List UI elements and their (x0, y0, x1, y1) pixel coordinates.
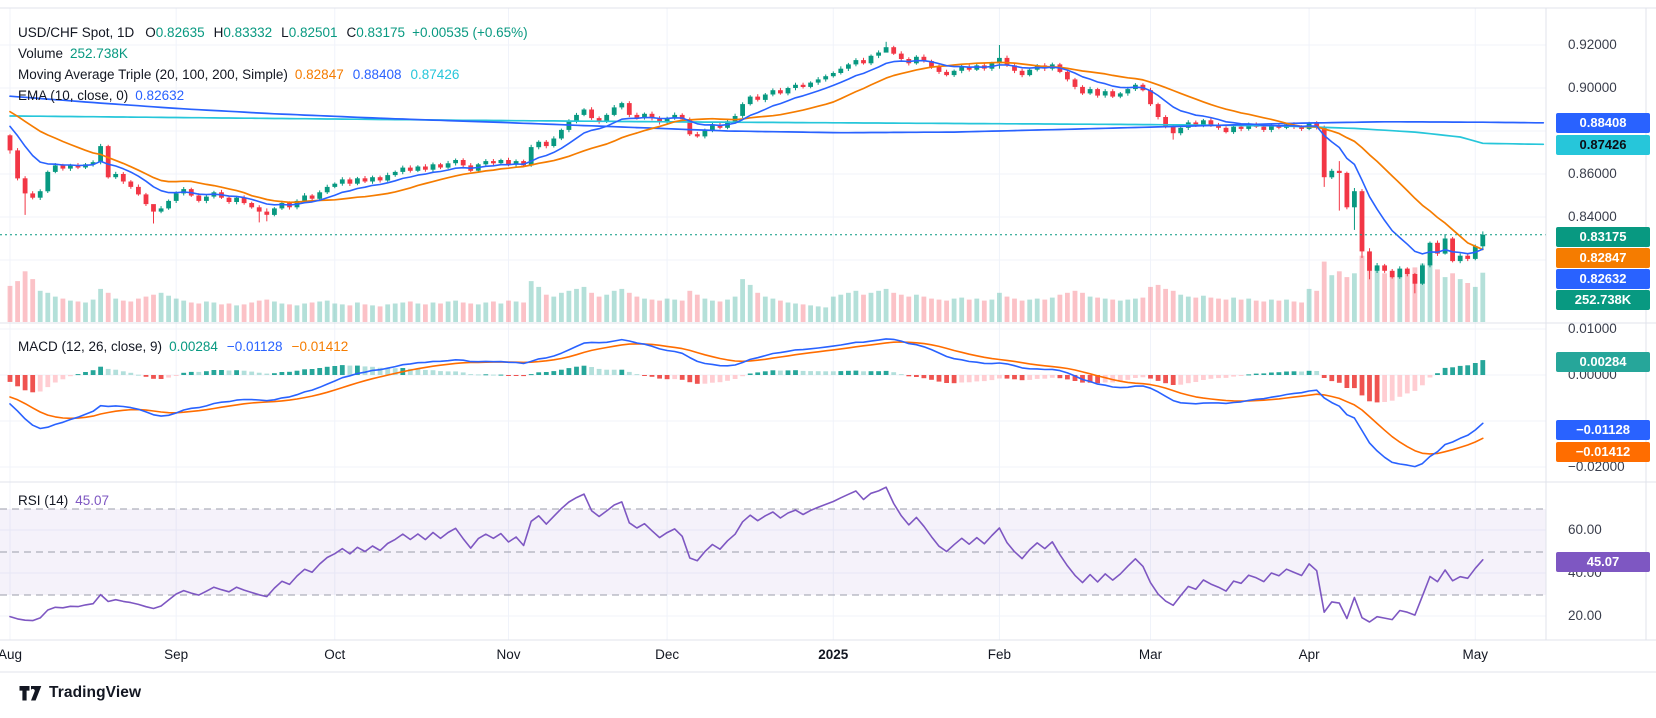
ma-triple-label: Moving Average Triple (20, 100, 200, Sim… (18, 67, 288, 82)
price-axis-badge: −0.01128 (1556, 420, 1650, 440)
ohlc-value: 0.83175 (356, 25, 406, 40)
macd-lines (9, 338, 1484, 468)
tradingview-logo[interactable]: TradingView (19, 684, 141, 702)
price-axis-badge: 0.83175 (1556, 227, 1650, 247)
macd-histogram (7, 360, 1486, 403)
ema-legend-row[interactable]: EMA (10, close, 0) 0.82632 (18, 85, 528, 106)
macd-legend: MACD (12, 26, close, 9) 0.00284 −0.01128−… (18, 336, 348, 357)
time-axis-label: Oct (324, 647, 346, 662)
price-axis-badge: 0.00284 (1556, 352, 1650, 372)
time-axis-label: Nov (496, 647, 521, 662)
symbol-title: USD/CHF Spot, 1D (18, 25, 135, 40)
time-axis-label: Apr (1298, 647, 1320, 662)
volume-label: Volume (18, 46, 64, 61)
volume-value: 252.738K (70, 46, 128, 61)
price-axis-tick: −0.02000 (1568, 459, 1625, 474)
rsi-legend-row[interactable]: RSI (14) 45.07 (18, 490, 109, 511)
price-axis-badge: 0.82847 (1556, 248, 1650, 268)
macd-legend-row[interactable]: MACD (12, 26, close, 9) 0.00284 −0.01128−… (18, 336, 348, 357)
macd-values: 0.00284 −0.01128 −0.01412 (169, 336, 348, 357)
pane-separators (0, 7, 1656, 673)
time-axis-label: Sep (164, 647, 189, 662)
indicator-value: −0.01128 (226, 339, 283, 354)
rsi-legend: RSI (14) 45.07 (18, 490, 109, 511)
ohlc-value: 0.83332 (223, 25, 273, 40)
price-axis-tick: 0.86000 (1568, 166, 1617, 181)
ma-triple-legend-row[interactable]: Moving Average Triple (20, 100, 200, Sim… (18, 64, 528, 85)
rsi-line (9, 486, 1484, 623)
time-axis-label: Dec (655, 647, 680, 662)
indicator-value: 0.88408 (352, 67, 402, 82)
indicator-value: −0.01412 (291, 339, 349, 354)
time-axis-label: May (1462, 647, 1489, 662)
tradingview-logo-text: TradingView (49, 684, 142, 701)
price-axis-badge: 45.07 (1556, 552, 1650, 572)
price-axis-badge: 0.88408 (1556, 113, 1650, 133)
ohlc-key: O (145, 25, 156, 40)
price-axis-badge: 0.82632 (1556, 269, 1650, 289)
ohlc-key: H (213, 25, 224, 40)
time-axis-label: 2025 (818, 647, 849, 662)
ema-label: EMA (10, close, 0) (18, 88, 129, 103)
time-axis-label: Feb (987, 647, 1012, 662)
ohlc-value: 0.82635 (155, 25, 205, 40)
ohlc-pair: C0.83175 (347, 22, 406, 43)
indicator-value: 0.82847 (294, 67, 344, 82)
price-axis-tick: 60.00 (1568, 522, 1602, 537)
ohlc-pair: O0.82635 (145, 22, 204, 43)
symbol-legend-row[interactable]: USD/CHF Spot, 1D O0.82635 H0.83332 L0.8250… (18, 22, 528, 43)
price-axis-badge: 0.87426 (1556, 135, 1650, 155)
ohlc-values: O0.82635 H0.83332 L0.82501 C0.83175 (145, 22, 405, 43)
rsi-value: 45.07 (75, 493, 110, 508)
price-axis-tick: 20.00 (1568, 608, 1602, 623)
ohlc-pair: H0.83332 (214, 22, 273, 43)
ohlc-key: L (281, 25, 289, 40)
indicator-value: 0.87426 (410, 67, 460, 82)
tradingview-logo-icon (19, 685, 42, 700)
ohlc-pair: L0.82501 (281, 22, 337, 43)
time-axis-label: Mar (1138, 647, 1163, 662)
ma-triple-values: 0.82847 0.88408 0.87426 (295, 64, 459, 85)
price-axis-tick: 0.84000 (1568, 209, 1617, 224)
ema-value: 0.82632 (135, 88, 185, 103)
price-axis-tick: 0.90000 (1568, 80, 1617, 95)
change-value: +0.00535 (+0.65%) (412, 25, 528, 40)
time-axis-label: Aug (0, 647, 23, 662)
price-axis-badge: −0.01412 (1556, 442, 1650, 462)
ohlc-key: C (346, 25, 357, 40)
rsi-label: RSI (14) (18, 493, 69, 508)
price-axis-tick: 0.01000 (1568, 321, 1617, 336)
price-axis-badge: 252.738K (1556, 290, 1650, 310)
volume-bars (7, 255, 1486, 322)
main-legend: USD/CHF Spot, 1D O0.82635 H0.83332 L0.8250… (18, 22, 528, 106)
volume-legend-row[interactable]: Volume 252.738K (18, 43, 528, 64)
ohlc-value: 0.82501 (288, 25, 338, 40)
price-axis-tick: 0.92000 (1568, 37, 1617, 52)
moving-average-lines (9, 59, 1545, 255)
indicator-value: 0.00284 (169, 339, 218, 354)
macd-label: MACD (12, 26, close, 9) (18, 339, 163, 354)
